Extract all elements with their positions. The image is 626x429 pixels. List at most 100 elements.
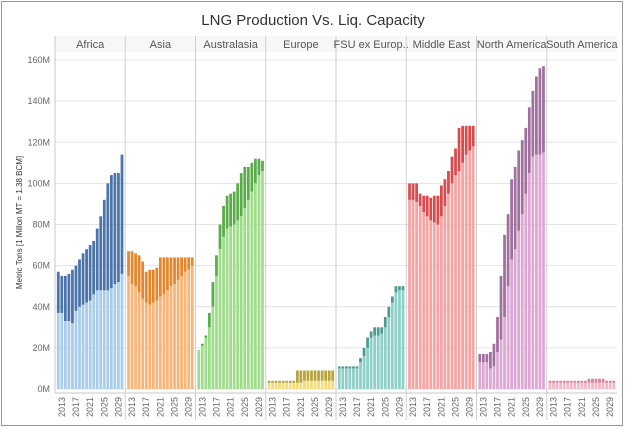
production-bar (222, 236, 225, 389)
x-tick-label: 2025 (380, 397, 390, 417)
production-bar (447, 193, 450, 389)
x-tick-label: 2013 (197, 397, 207, 417)
capacity-bar (411, 183, 415, 200)
panel-label: North America (477, 39, 548, 51)
capacity-bar (313, 370, 317, 381)
production-bar (387, 317, 391, 389)
production-bar (496, 351, 499, 389)
capacity-bar (85, 249, 88, 303)
capacity-bar (580, 380, 584, 383)
production-bar (576, 382, 580, 389)
production-bar (425, 216, 429, 389)
capacity-bar (542, 66, 545, 153)
capacity-bar (141, 261, 145, 299)
y-tick-label: 60M (32, 261, 50, 271)
capacity-bar (331, 370, 335, 381)
production-bar (376, 335, 380, 389)
production-bar (566, 382, 570, 389)
production-bar (612, 382, 616, 389)
x-tick-label: 2021 (226, 397, 236, 417)
x-tick-label: 2013 (478, 397, 488, 417)
production-bar (204, 337, 208, 389)
production-bar (457, 171, 461, 389)
capacity-bar (183, 257, 187, 272)
production-bar (464, 154, 468, 389)
capacity-bar (447, 171, 450, 194)
capacity-bar (278, 380, 282, 383)
production-bar (173, 284, 176, 389)
capacity-bar (471, 125, 475, 147)
production-bar (162, 294, 166, 389)
capacity-bar (134, 253, 137, 287)
y-axis-title: Metric Tons [1 Millon MT = 1.38 BCM] (15, 156, 24, 289)
production-bar (436, 224, 440, 389)
x-tick-label: 2029 (113, 397, 123, 417)
capacity-bar (211, 282, 215, 307)
production-bar (155, 300, 159, 389)
panel-label: South America (546, 39, 618, 51)
production-bar (573, 382, 577, 389)
capacity-bar (60, 275, 64, 313)
production-bar (208, 327, 211, 389)
capacity-bar (257, 158, 261, 176)
capacity-bar (369, 331, 373, 338)
x-tick-label: 2013 (408, 397, 418, 417)
x-tick-label: 2029 (184, 397, 194, 417)
capacity-bar (162, 257, 166, 295)
panel-label: FSU ex Europ.. (334, 39, 409, 51)
production-bar (180, 275, 183, 389)
production-bar (481, 362, 485, 389)
capacity-bar (144, 271, 148, 303)
production-bar (261, 171, 264, 389)
y-tick-label: 40M (32, 302, 50, 312)
production-bar (317, 380, 320, 389)
capacity-bar (439, 185, 443, 217)
capacity-bar (548, 380, 552, 383)
production-bar (310, 380, 313, 389)
capacity-bar (517, 150, 521, 231)
production-bar (418, 205, 422, 389)
capacity-bar (366, 337, 369, 348)
capacity-bar (225, 195, 229, 229)
capacity-bar (166, 257, 169, 291)
production-bar (401, 290, 405, 389)
production-bar (102, 290, 106, 389)
production-bar (461, 162, 464, 389)
capacity-bar (271, 380, 274, 383)
capacity-bar (190, 257, 194, 266)
production-bar (113, 284, 117, 389)
capacity-bar (506, 214, 510, 287)
capacity-bar (148, 269, 152, 305)
panel-label: Africa (76, 39, 105, 51)
x-tick-label: 2017 (563, 397, 573, 417)
production-bar (306, 380, 310, 389)
capacity-bar (113, 173, 117, 285)
production-bar (295, 382, 299, 389)
production-bar (398, 290, 401, 389)
production-bar (200, 345, 204, 389)
capacity-bar (341, 366, 345, 369)
production-bar (506, 286, 510, 389)
production-bar (109, 288, 113, 389)
x-tick-label: 2013 (127, 397, 137, 417)
capacity-bar (418, 193, 422, 206)
capacity-bar (612, 380, 616, 383)
production-bar (559, 382, 563, 389)
production-bar (81, 304, 85, 389)
x-tick-label: 2021 (366, 397, 376, 417)
production-bar (605, 382, 609, 389)
production-bar (542, 152, 545, 389)
capacity-bar (499, 275, 503, 340)
capacity-bar (299, 370, 303, 383)
capacity-bar (415, 183, 418, 202)
production-bar (141, 298, 145, 389)
x-tick-label: 2025 (99, 397, 109, 417)
production-bar (232, 224, 236, 389)
production-bar (127, 275, 130, 389)
capacity-bar (457, 127, 461, 172)
capacity-bar (71, 269, 74, 324)
x-tick-label: 2025 (240, 397, 250, 417)
capacity-bar (429, 197, 433, 221)
production-bar (144, 302, 148, 389)
capacity-bar (180, 257, 183, 276)
